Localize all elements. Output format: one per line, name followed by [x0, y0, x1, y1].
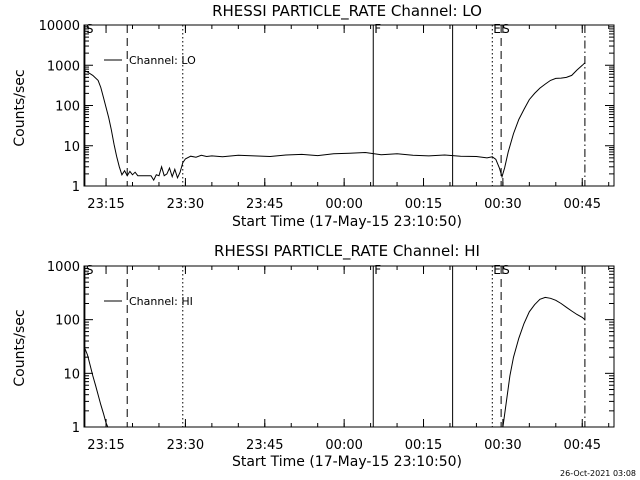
x-tick-label: 00:45	[564, 438, 601, 453]
x-axis-label: Start Time (17-May-15 23:10:50)	[232, 454, 462, 470]
event-marker-label: F	[374, 22, 381, 36]
y-tick-label: 100	[55, 100, 80, 115]
hi-channel-panel: RHESSI PARTICLE_RATE Channel: HI Counts/…	[12, 242, 615, 470]
event-marker-label: E	[493, 263, 501, 277]
x-tick-label: 00:30	[484, 438, 521, 453]
chart-title: RHESSI PARTICLE_RATE Channel: HI	[214, 242, 480, 261]
x-tick-label: 00:00	[325, 197, 362, 212]
x-tick-label: 23:15	[87, 438, 124, 453]
series-line	[84, 62, 586, 182]
y-tick-label: 10000	[39, 19, 80, 34]
x-tick-label: 00:45	[564, 197, 601, 212]
plot-frame	[83, 265, 615, 428]
lo-channel-panel: RHESSI PARTICLE_RATE Channel: LO Counts/…	[12, 2, 615, 230]
x-tick-label: 00:00	[325, 438, 362, 453]
y-tick-label: 1	[72, 421, 80, 436]
x-tick-label: 23:45	[246, 438, 283, 453]
x-tick-label: 23:45	[246, 197, 283, 212]
legend-entry: Channel: HI	[129, 295, 193, 308]
x-tick-label: 00:15	[405, 438, 442, 453]
footer-timestamp: 26-Oct-2021 03:08	[560, 469, 636, 478]
x-tick-label: 23:30	[167, 438, 204, 453]
event-marker-label: E	[493, 22, 501, 36]
legend-entry: Channel: LO	[129, 54, 196, 67]
y-axis-label: Counts/sec	[12, 309, 28, 386]
y-tick-label: 1	[72, 180, 80, 195]
x-axis-label: Start Time (17-May-15 23:10:50)	[232, 214, 462, 230]
x-tick-label: 00:15	[405, 197, 442, 212]
event-marker-label: S	[502, 22, 510, 36]
y-tick-label: 10	[63, 140, 80, 155]
event-marker-label: S	[86, 22, 94, 36]
series-line	[84, 346, 109, 427]
y-tick-label: 1000	[47, 59, 80, 74]
y-tick-label: 1000	[47, 260, 80, 275]
y-tick-label: 10	[63, 367, 80, 382]
series-line	[502, 296, 586, 427]
y-tick-label: 100	[55, 314, 80, 329]
x-tick-label: 23:15	[87, 197, 124, 212]
x-tick-label: 00:30	[484, 197, 521, 212]
chart-title: RHESSI PARTICLE_RATE Channel: LO	[212, 2, 482, 21]
y-axis-label: Counts/sec	[12, 69, 28, 146]
x-tick-label: 23:30	[167, 197, 204, 212]
event-marker-label: S	[86, 263, 94, 277]
plot-frame	[83, 24, 615, 187]
event-marker-label: S	[502, 263, 510, 277]
event-marker-label: F	[374, 263, 381, 277]
